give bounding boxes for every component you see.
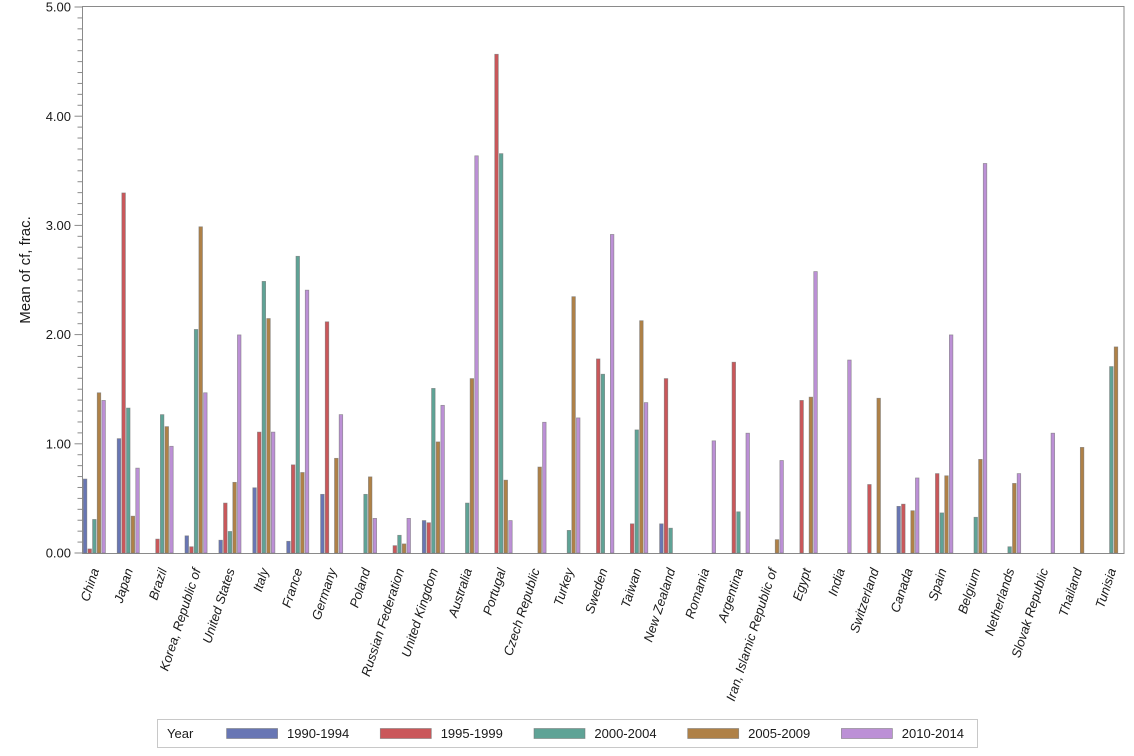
svg-text:Italy: Italy	[250, 565, 272, 594]
svg-text:4.00: 4.00	[46, 109, 71, 124]
svg-text:0.00: 0.00	[46, 546, 71, 561]
svg-text:Year: Year	[167, 726, 194, 741]
svg-text:2.00: 2.00	[46, 327, 71, 342]
svg-text:3.00: 3.00	[46, 218, 71, 233]
svg-text:2000-2004: 2000-2004	[594, 726, 656, 741]
svg-text:2005-2009: 2005-2009	[748, 726, 810, 741]
svg-text:1.00: 1.00	[46, 436, 71, 451]
svg-text:1995-1999: 1995-1999	[441, 726, 503, 741]
svg-text:1990-1994: 1990-1994	[287, 726, 349, 741]
svg-text:5.00: 5.00	[46, 0, 71, 15]
svg-text:Mean of cf, frac.: Mean of cf, frac.	[17, 216, 34, 324]
svg-text:2010-2014: 2010-2014	[902, 726, 964, 741]
